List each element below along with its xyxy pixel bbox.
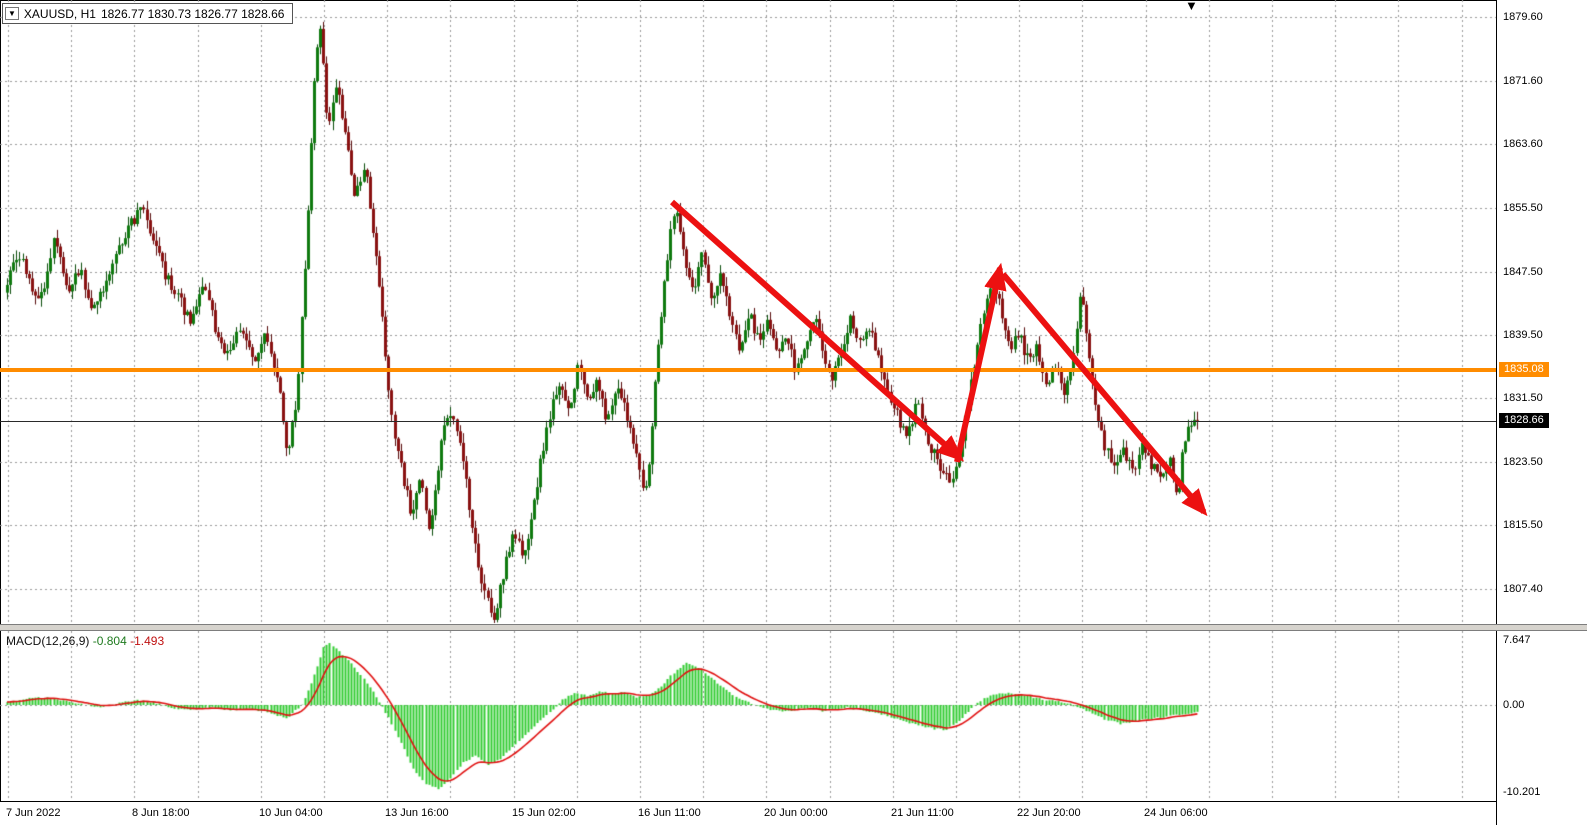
price-chart-canvas[interactable] [0, 0, 1496, 624]
current-price-tag: 1828.66 [1499, 413, 1549, 428]
trend-arrow[interactable] [954, 262, 1007, 463]
price-axis-label: 1807.40 [1503, 583, 1543, 595]
chart-title-box: ▼ XAUUSD, H1 1826.77 1830.73 1826.77 182… [2, 3, 294, 24]
time-axis[interactable]: 7 Jun 2022 8 Jun 18:00 10 Jun 04:00 13 Jun … [0, 801, 1496, 825]
time-axis-label: 7 Jun 2022 [6, 807, 61, 819]
trend-arrows-annotation[interactable] [0, 0, 1496, 624]
price-axis-label: 1839.50 [1503, 329, 1543, 341]
time-axis-label: 8 Jun 18:00 [132, 807, 190, 819]
time-axis-label: 21 Jun 11:00 [891, 807, 954, 819]
price-axis-label: 1847.50 [1503, 266, 1543, 278]
price-axis-label: 1831.50 [1503, 392, 1543, 404]
hline-price-tag: 1835.08 [1499, 362, 1549, 377]
macd-axis-label: 7.647 [1503, 634, 1531, 646]
macd-axis-label: -10.201 [1503, 786, 1541, 798]
panel-separator[interactable] [0, 624, 1587, 631]
macd-main-value: -0.804 [92, 634, 127, 648]
time-axis-label: 24 Jun 06:00 [1144, 807, 1208, 819]
price-axis-label: 1815.50 [1503, 519, 1543, 531]
time-axis-label: 16 Jun 11:00 [638, 807, 701, 819]
time-axis-label: 20 Jun 00:00 [764, 807, 828, 819]
price-axis-label: 1855.50 [1503, 202, 1543, 214]
time-axis-label: 22 Jun 20:00 [1017, 807, 1081, 819]
current-price-line [0, 421, 1496, 422]
price-axis-label: 1823.50 [1503, 456, 1543, 468]
macd-signal-value: -1.493 [130, 634, 165, 648]
horizontal-line-1835[interactable] [0, 368, 1496, 372]
time-axis-label: 15 Jun 02:00 [512, 807, 576, 819]
macd-chart-canvas[interactable] [0, 631, 1496, 801]
price-axis-label: 1879.60 [1503, 11, 1543, 23]
dropdown-arrow-icon[interactable]: ▼ [5, 7, 19, 20]
trend-arrow[interactable] [1000, 272, 1208, 517]
macd-axis-label: 0.00 [1503, 699, 1525, 711]
macd-name: MACD(12,26,9) [6, 634, 90, 648]
chart-end-marker-icon[interactable]: ▼ [1185, 0, 1198, 13]
macd-indicator-label: MACD(12,26,9) -0.804 -1.493 [6, 634, 164, 648]
price-axis-label: 1871.60 [1503, 75, 1543, 87]
chart-symbol-period: XAUUSD, H1 [23, 6, 96, 21]
chart-ohlc-values: 1826.77 1830.73 1826.77 1828.66 [100, 6, 285, 21]
time-axis-label: 13 Jun 16:00 [385, 807, 449, 819]
price-axis[interactable]: 1835.08 1828.66 1879.60 1871.60 1863.60 185… [1496, 0, 1587, 825]
time-axis-label: 10 Jun 04:00 [259, 807, 323, 819]
price-axis-label: 1863.60 [1503, 138, 1543, 150]
trend-arrow[interactable] [670, 199, 965, 462]
